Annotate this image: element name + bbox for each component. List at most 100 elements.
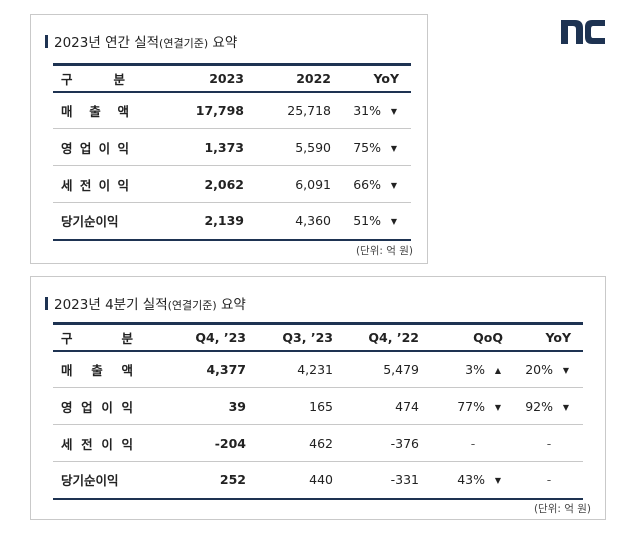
row-label-char: 이: [98, 177, 111, 193]
row-label-char: 이: [101, 436, 113, 452]
value-q3-23: 4,231: [258, 350, 345, 388]
row-label-char: 전: [81, 436, 93, 452]
row-label-char: 출: [89, 103, 101, 119]
unit-note: (단위: 억 원): [533, 503, 591, 515]
yoy-value: 66%: [353, 176, 381, 192]
value-2022: 25,718: [256, 91, 343, 129]
row-label-char: 액: [121, 362, 133, 378]
yoy-value: 75%: [353, 139, 381, 155]
trend-arrow-icon: ▲: [494, 365, 502, 375]
col-header-yoy: YoY: [343, 63, 411, 93]
qoq-value: 77%: [457, 398, 485, 414]
value-q4-22: -331: [345, 461, 431, 500]
value-q4-23: 39: [163, 387, 258, 425]
title-accent-bar: [45, 297, 48, 310]
trend-arrow-icon: ▼: [390, 143, 398, 153]
trend-arrow-icon: ▼: [390, 106, 398, 116]
col-header-2023: 2023: [163, 63, 256, 93]
yoy: 66% ▼: [343, 165, 411, 203]
yoy: 92% ▼: [515, 387, 583, 425]
value-2023: 1,373: [163, 128, 256, 166]
row-label-char: 영: [61, 399, 73, 415]
value-q4-23: 4,377: [163, 350, 258, 388]
trend-arrow-icon: ▼: [390, 217, 398, 227]
unit-note: (단위: 억 원): [355, 245, 413, 257]
yoy: 51% ▼: [343, 202, 411, 241]
value-q3-23: 462: [258, 424, 345, 462]
title-main: 2023년 연간 실적: [54, 35, 160, 51]
yoy-value: 51%: [353, 213, 381, 229]
title-suffix: 요약: [216, 297, 246, 313]
panel-title: 2023년 4분기 실적(연결기준) 요약: [45, 293, 246, 313]
table-row: 세 전 이 익 2,062 6,091 66% ▼: [53, 165, 411, 203]
value-q4-22: -376: [345, 424, 431, 462]
yoy: 75% ▼: [343, 128, 411, 166]
row-label-char: 출: [91, 362, 103, 378]
trend-arrow-icon: ▼: [390, 180, 398, 190]
col-header-2022: 2022: [256, 63, 343, 93]
yoy: -: [515, 461, 583, 500]
col-header-yoy: YoY: [515, 322, 583, 352]
value-2023: 2,139: [163, 202, 256, 241]
row-label-text: 당기순이익: [61, 214, 119, 230]
value-q4-23: 252: [163, 461, 258, 500]
row-label-char: 익: [117, 140, 129, 156]
row-label: 당기순이익: [53, 461, 163, 500]
qoq: -: [431, 424, 515, 462]
value-2023: 2,062: [163, 165, 256, 203]
row-label-char: 업: [79, 140, 92, 156]
table-row: 영 업 이 익 1,373 5,590 75% ▼: [53, 128, 411, 166]
logo-letter-c: [585, 20, 605, 44]
title-accent-bar: [45, 35, 48, 48]
yoy: 31% ▼: [343, 91, 411, 129]
row-label-char: 액: [117, 103, 129, 119]
trend-arrow-icon: ▼: [562, 402, 570, 412]
value-q4-23: -204: [163, 424, 258, 462]
col-header-qoq: QoQ: [431, 322, 515, 352]
trend-arrow-icon: ▼: [494, 476, 502, 486]
value-q3-23: 440: [258, 461, 345, 500]
value-q4-22: 474: [345, 387, 431, 425]
qoq: 77% ▼: [431, 387, 515, 425]
value-q3-23: 165: [258, 387, 345, 425]
nc-logo: [561, 20, 605, 44]
row-label-char: 매: [61, 103, 73, 119]
title-paren: (연결기준): [167, 299, 217, 312]
value-2023: 17,798: [163, 91, 256, 129]
yoy-value: 20%: [525, 361, 553, 377]
row-label-char: 세: [61, 177, 73, 193]
value-2022: 5,590: [256, 128, 343, 166]
table-row: 매 출 액 17,798 25,718 31% ▼: [53, 91, 411, 129]
qoq: 43% ▼: [431, 461, 515, 500]
yoy: 20% ▼: [515, 350, 583, 388]
value-q4-22: 5,479: [345, 350, 431, 388]
table-row: 영 업 이 익 39 165 474 77% ▼ 92% ▼: [53, 387, 583, 425]
row-label-char: 이: [98, 140, 111, 156]
row-label-char: 이: [101, 399, 113, 415]
yoy-value: 31%: [353, 102, 381, 118]
qoq-value: 43%: [457, 472, 485, 488]
value-2022: 4,360: [256, 202, 343, 241]
yoy-value: 92%: [525, 398, 553, 414]
qoq: 3% ▲: [431, 350, 515, 388]
table-row: 당기순이익 252 440 -331 43% ▼ -: [53, 461, 583, 500]
trend-arrow-icon: ▼: [494, 402, 502, 412]
col-header-q4-22: Q4, ’22: [345, 322, 431, 352]
